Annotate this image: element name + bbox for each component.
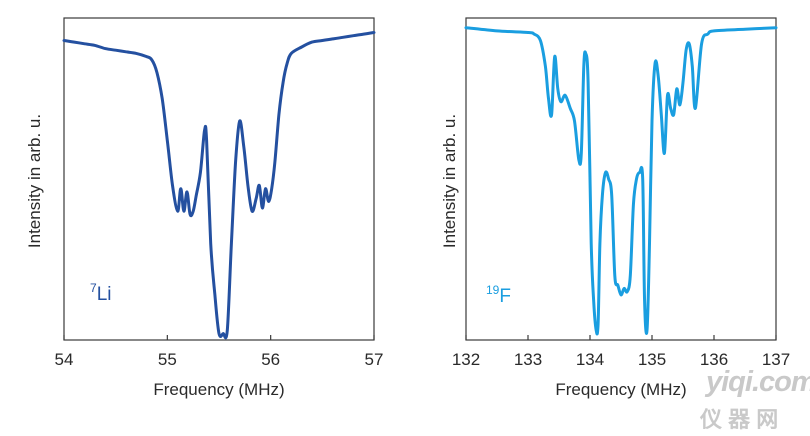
x-tick-label: 55 (158, 350, 177, 369)
plot-frame (465, 17, 777, 341)
x-tick-label: 54 (55, 350, 74, 369)
x-axis-title: Frequency (MHz) (555, 380, 686, 399)
plot-frame (63, 17, 375, 341)
chart-panel-2: 132 133 134 135 136 137 Frequency (MHz) Intensi… (440, 17, 790, 399)
isotope-label: 7Li (90, 281, 111, 305)
x-tick-label: 135 (638, 350, 666, 369)
x-axis-title: Frequency (MHz) (153, 380, 284, 399)
series-line-1 (62, 31, 376, 340)
chart-panel-1: 54 55 56 57 Frequency (MHz) Intensity in arb.… (25, 17, 384, 399)
y-axis-title: Intensity in arb. u. (25, 114, 44, 248)
x-tick-label: 137 (762, 350, 790, 369)
isotope-label: 19F (486, 283, 511, 307)
watermark-chars: 仪 器 网 (700, 407, 779, 432)
x-tick-label: 57 (365, 350, 384, 369)
x-tick-label: 56 (261, 350, 280, 369)
watermark-brand: yiqi.com (706, 366, 810, 398)
series-line-1 (464, 26, 778, 336)
x-tick-label: 132 (452, 350, 480, 369)
x-tick-label: 136 (700, 350, 728, 369)
x-tick-label: 134 (576, 350, 604, 369)
x-tick-label: 133 (514, 350, 542, 369)
y-axis-title: Intensity in arb. u. (440, 114, 459, 248)
